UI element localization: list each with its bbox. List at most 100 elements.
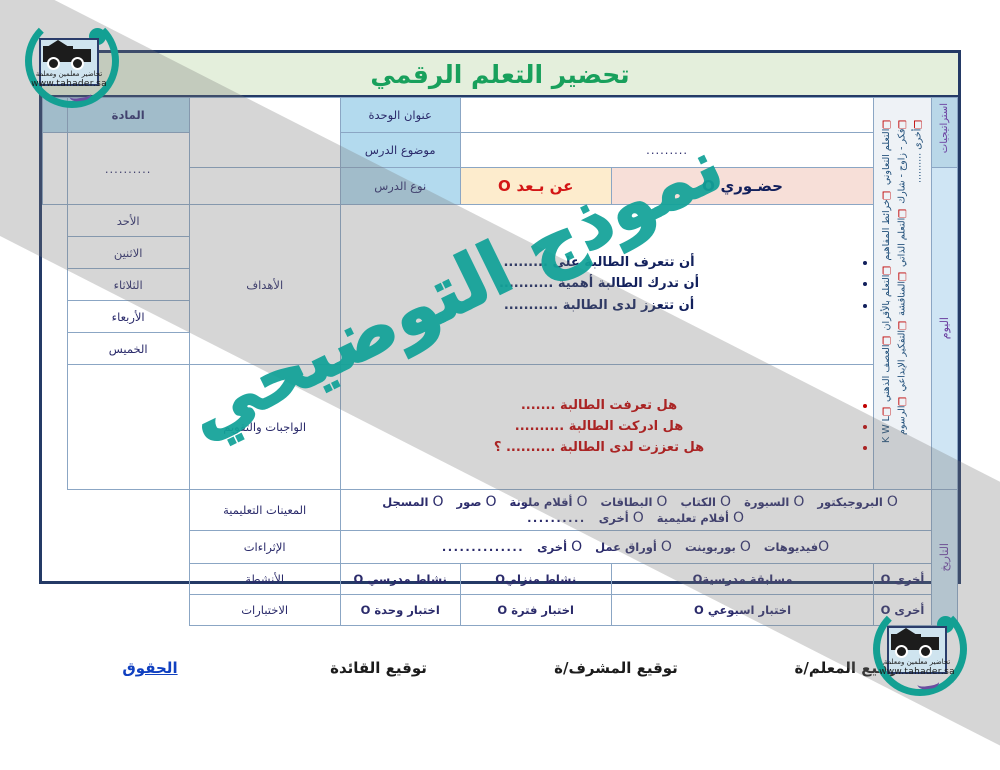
option-label: اختبار اسبوعي	[708, 603, 793, 617]
strategies-column[interactable]: ❑التعلم التعاوني ❑خرائط المفاهيم ❑التعلم…	[874, 97, 933, 490]
subject-value[interactable]: ..........	[67, 132, 191, 205]
teaching-aids-dots[interactable]: ..........	[528, 511, 587, 525]
checkbox-icon[interactable]: ❑	[882, 188, 894, 200]
day-cell[interactable]: الأربعاء	[67, 300, 191, 333]
test-option[interactable]: اختبار اسبوعي O	[611, 594, 876, 626]
strategy-item: فكر - زاوج - شارك	[898, 128, 910, 204]
teaching-aid-option[interactable]: O أخرى	[600, 510, 645, 526]
option-mark[interactable]: O	[657, 494, 669, 510]
option-mark[interactable]: O	[498, 603, 509, 617]
table-row-day: الاثنين	[44, 236, 959, 269]
supervisor-signature-label: توقيع المشرف/ة	[555, 659, 679, 677]
unit-title-label: عنوان الوحدة	[340, 97, 462, 133]
option-mark[interactable]: O	[881, 572, 892, 586]
option-mark[interactable]: O	[433, 494, 445, 510]
logo-name: تحاضير معلمين ومعلمة	[884, 658, 952, 666]
enrichment-option[interactable]: O أوراق عمل	[596, 539, 673, 555]
strategy-item: التعلم الذاتي	[898, 217, 910, 267]
objective-bullet: أن تدرك الطالبة أهمية ...........	[346, 274, 855, 294]
activity-option[interactable]: مسابقة مدرسيةO	[611, 563, 876, 595]
day-cell[interactable]: الاثنين	[67, 236, 191, 269]
option-mark[interactable]: O	[572, 539, 584, 555]
option-mark[interactable]: O	[354, 572, 365, 586]
option-mark[interactable]: O	[881, 603, 892, 617]
option-mark[interactable]: O	[661, 539, 673, 555]
checkbox-icon[interactable]: ❑	[913, 117, 925, 129]
option-mark[interactable]: O	[794, 494, 806, 510]
teaching-aid-option[interactable]: O البروجيكتور	[818, 494, 899, 510]
day-cell[interactable]: الأحد	[67, 204, 191, 237]
lesson-type-remote-mark[interactable]: O	[499, 177, 514, 195]
rights-link[interactable]: الحقوق	[123, 659, 179, 677]
activity-option[interactable]: نشاط مدرسي O	[340, 563, 462, 595]
assessment-bullet: هل تعرفت الطالبة .......	[346, 396, 855, 416]
table-row-day: الخميس	[44, 332, 959, 365]
assessment-label: الواجبات والتقويم	[189, 364, 342, 490]
option-mark[interactable]: O	[496, 572, 506, 586]
checkbox-icon[interactable]: ❑	[898, 117, 910, 129]
checkbox-icon[interactable]: ❑	[882, 263, 894, 275]
teaching-aid-option[interactable]: O المسجل	[383, 494, 444, 510]
activity-option[interactable]: نشاط منزليO	[460, 563, 613, 595]
lesson-type-remote-option[interactable]: عن بـعد O	[460, 167, 613, 205]
option-label: مسابقة مدرسية	[703, 572, 794, 586]
day-cell[interactable]: الخميس	[67, 332, 191, 365]
option-mark[interactable]: O	[734, 510, 746, 526]
lesson-type-inperson-option[interactable]: حضـوري O	[611, 167, 876, 205]
teaching-aid-option[interactable]: O صور	[457, 494, 497, 510]
checkbox-icon[interactable]: ❑	[898, 206, 910, 218]
teaching-aid-option[interactable]: O أقلام ملونة	[511, 494, 589, 510]
teaching-aid-option[interactable]: O السبورة	[745, 494, 805, 510]
enrichment-dots[interactable]: ..............	[442, 540, 526, 554]
option-mark[interactable]: O	[693, 572, 704, 586]
table-row-objectives: أن تتعرف الطالبة على ......... أن تدرك ا…	[44, 204, 959, 365]
option-mark[interactable]: O	[361, 603, 372, 617]
enrichment-option[interactable]: O بوربوينت	[686, 539, 752, 555]
strategy-item: أخرى ..........	[913, 128, 925, 183]
lesson-topic-value[interactable]: .........	[460, 132, 876, 168]
enrichment-option[interactable]: O أخرى	[538, 539, 583, 555]
teaching-aid-option[interactable]: O الكتاب	[681, 494, 732, 510]
option-mark[interactable]: O	[819, 539, 831, 555]
footer-signatures: توقيع المعلم/ة توقيع المشرف/ة توقيع القا…	[40, 648, 962, 688]
unit-title-value[interactable]	[460, 97, 876, 133]
option-mark[interactable]: O	[740, 539, 752, 555]
date-vertical-label: التاريخ	[938, 543, 952, 572]
option-label: صور	[457, 495, 483, 509]
table-row-activities: أخرى O مسابقة مدرسيةO نشاط منزليO نشاط م…	[44, 563, 959, 595]
option-label: البطاقات	[601, 495, 654, 509]
teaching-aid-option[interactable]: O أفلام تعليمية	[658, 510, 745, 526]
option-mark[interactable]: O	[486, 494, 498, 510]
test-option[interactable]: اختبار فترة O	[460, 594, 613, 626]
checkbox-icon[interactable]: ❑	[882, 117, 894, 129]
enrichment-option[interactable]: Oفيديوهات	[765, 539, 830, 555]
checkbox-icon[interactable]: ❑	[882, 404, 894, 416]
lesson-type-inperson-mark[interactable]: O	[703, 177, 718, 195]
option-mark[interactable]: O	[721, 494, 733, 510]
test-option[interactable]: اختبار وحدة O	[340, 594, 462, 626]
option-mark[interactable]: O	[633, 510, 645, 526]
checkbox-icon[interactable]: ❑	[898, 269, 910, 281]
logo-caption: تحاضير معلمين ومعلمة www.tahader.sa	[16, 70, 124, 90]
strategy-item: التفكير الإبداعي	[898, 329, 910, 392]
checkbox-icon[interactable]: ❑	[882, 333, 894, 345]
day-vertical-label: اليوم	[938, 317, 952, 340]
option-mark[interactable]: O	[887, 494, 899, 510]
objectives-content[interactable]: أن تتعرف الطالبة على ......... أن تدرك ا…	[340, 204, 876, 365]
option-label: أوراق عمل	[596, 540, 658, 554]
checkbox-icon[interactable]: ❑	[898, 318, 910, 330]
checkbox-icon[interactable]: ❑	[898, 394, 910, 406]
teaching-aids-options[interactable]: O البروجيكتور O السبورة O الكتاب O البطا…	[340, 489, 933, 531]
teaching-aid-option[interactable]: O البطاقات	[602, 494, 669, 510]
assessment-date-cell[interactable]	[67, 364, 191, 490]
logo-url: www.tahader.sa	[32, 78, 108, 89]
day-cell[interactable]: الثلاثاء	[67, 268, 191, 301]
activity-option[interactable]: أخرى O	[874, 563, 933, 595]
day-date-vertical-cell: اليوم	[931, 167, 960, 490]
option-label: اختبار وحدة	[375, 603, 441, 617]
option-mark[interactable]: O	[695, 603, 705, 617]
enrichment-options[interactable]: Oفيديوهات O بوربوينت O أوراق عمل O أخرى …	[340, 530, 933, 564]
table-row-teaching-aids: التاريخ O البروجيكتور O السبورة O الكتاب…	[44, 489, 960, 626]
assessment-content[interactable]: هل تعرفت الطالبة ....... هل ادركت الطالب…	[340, 364, 876, 490]
option-mark[interactable]: O	[577, 494, 589, 510]
